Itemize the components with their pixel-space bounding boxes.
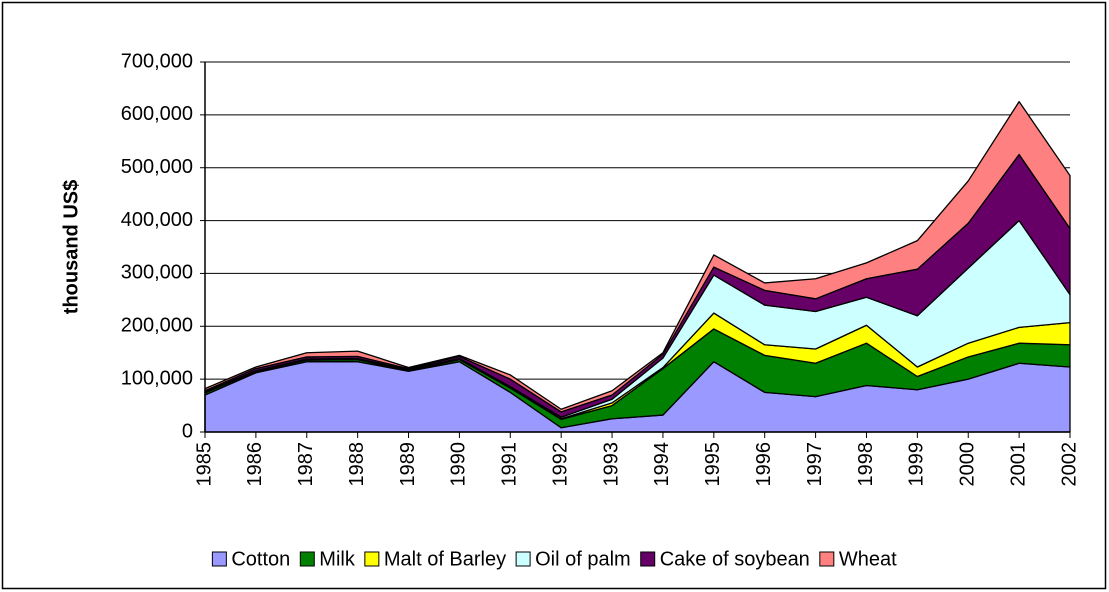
x-tick-label: 2001 (1007, 442, 1029, 487)
x-tick-label: 1996 (753, 442, 775, 487)
legend: Cotton Milk Malt of Barley Oil of palm Cake … (211, 548, 897, 570)
x-tick-label: 2000 (957, 442, 979, 487)
legend-swatch (211, 551, 227, 567)
x-tick-label: 1992 (549, 442, 571, 487)
legend-label: Cotton (231, 548, 290, 570)
x-tick-label: 1986 (244, 442, 266, 487)
y-tick-label: 500,000 (121, 156, 193, 178)
x-tick-label: 1985 (193, 442, 215, 487)
x-tick-label: 1988 (346, 442, 368, 487)
x-tick-label: 1987 (295, 442, 317, 487)
legend-label: Oil of palm (535, 548, 631, 570)
x-tick-label: 1995 (702, 442, 724, 487)
x-tick-label: 1997 (804, 442, 826, 487)
legend-label: Cake of soybean (660, 548, 810, 570)
legend-swatch (819, 551, 835, 567)
legend-label: Milk (319, 548, 356, 570)
legend-label: Wheat (839, 548, 897, 570)
x-tick-label: 1999 (906, 442, 928, 487)
x-tick-label: 1989 (397, 442, 419, 487)
legend-label: Malt of Barley (384, 548, 506, 570)
legend-swatch (299, 551, 315, 567)
x-tick-label: 1994 (651, 442, 673, 487)
legend-swatch (364, 551, 380, 567)
area (204, 100, 1071, 413)
y-tick-label: 100,000 (121, 367, 193, 389)
legend-swatch (515, 551, 531, 567)
x-tick-label: 1991 (499, 442, 521, 487)
y-tick-label: 700,000 (121, 50, 193, 72)
x-tick-label: 1998 (855, 442, 877, 487)
x-tick-label: 2002 (1058, 442, 1080, 487)
y-tick-label: 0 (182, 420, 193, 442)
y-tick-label: 600,000 (121, 103, 193, 125)
x-tick-label: 1990 (448, 442, 470, 487)
legend-swatch (640, 551, 656, 567)
y-tick-label: 400,000 (121, 209, 193, 231)
x-tick-label: 1993 (600, 442, 622, 487)
y-axis-label: thousand US$ (60, 180, 82, 314)
y-tick-label: 200,000 (121, 315, 193, 337)
y-tick-label: 300,000 (121, 262, 193, 284)
